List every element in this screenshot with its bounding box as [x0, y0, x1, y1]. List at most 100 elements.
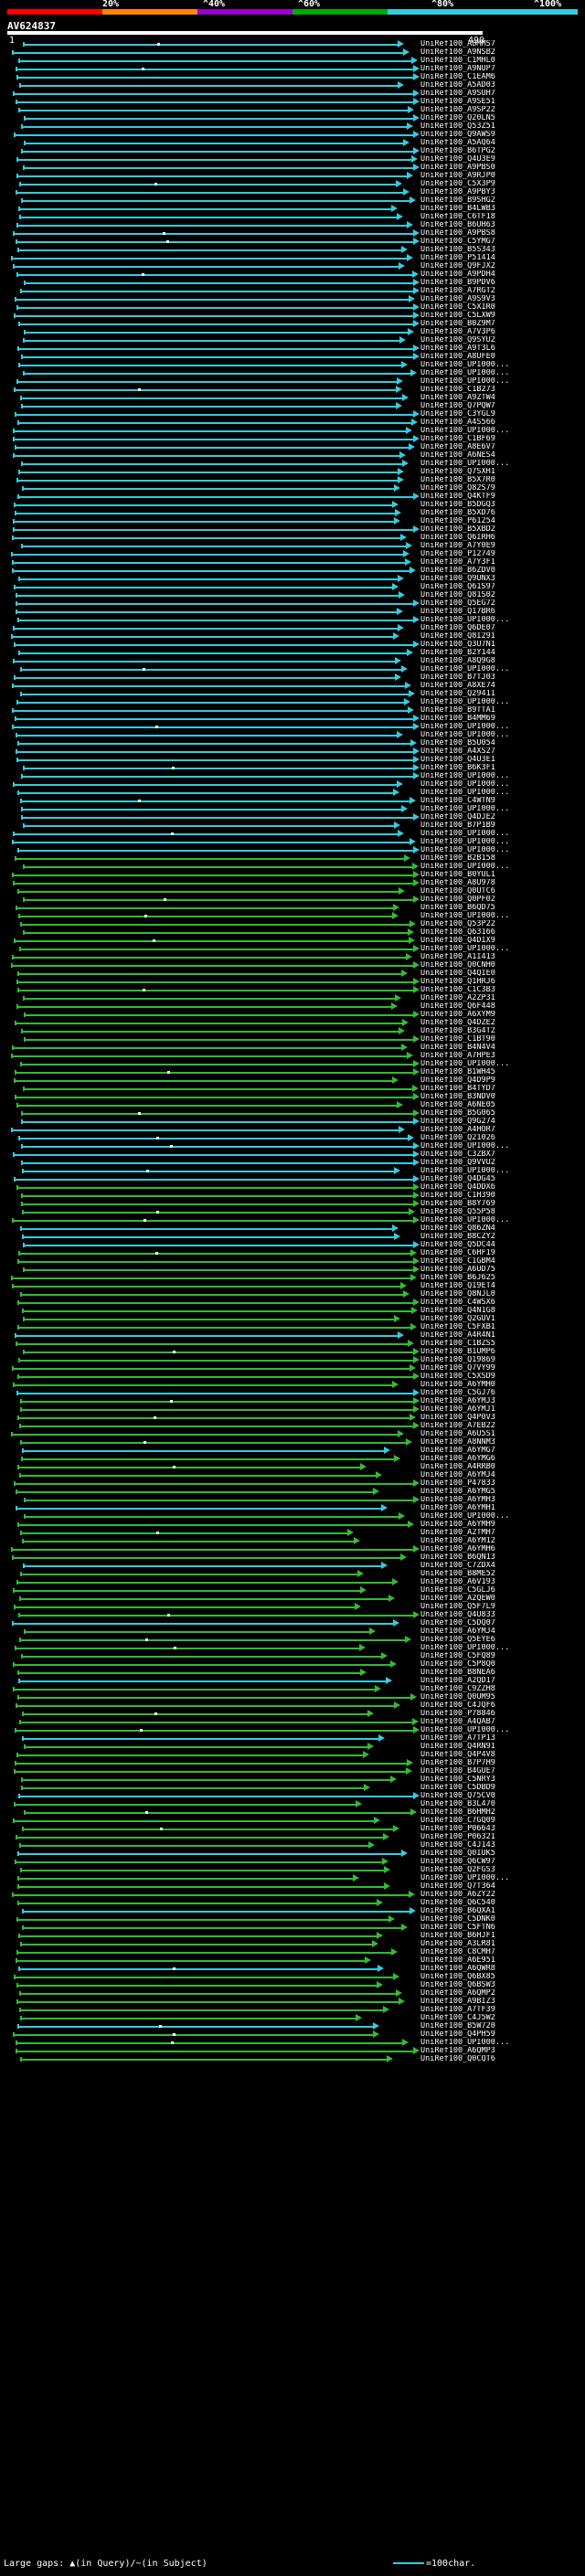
- hit-row[interactable]: UniRef100_A6YMJ4: [0, 1627, 585, 1636]
- hit-row[interactable]: UniRef100_C5DNK0: [0, 1915, 585, 1924]
- hit-label[interactable]: UniRef100_A7TF39: [420, 2006, 495, 2014]
- hit-label[interactable]: UniRef100_A4S566: [420, 419, 495, 427]
- hit-row[interactable]: UniRef100_Q6C540: [0, 1899, 585, 1907]
- hit-row[interactable]: UniRef100_Q9G274: [0, 1118, 585, 1126]
- hit-label[interactable]: UniRef100_Q4PH59: [420, 2030, 495, 2039]
- hit-label[interactable]: UniRef100_B8NEA6: [420, 1669, 495, 1677]
- hit-label[interactable]: UniRef100_Q5EYE6: [420, 1636, 495, 1644]
- hit-row[interactable]: UniRef100_A6YMH1: [0, 1504, 585, 1512]
- hit-label[interactable]: UniRef100_B7TJ03: [420, 673, 495, 682]
- hit-label[interactable]: UniRef100_B9PDV6: [420, 279, 495, 287]
- hit-row[interactable]: UniRef100_A7RGT2: [0, 287, 585, 295]
- hit-row[interactable]: UniRef100_P78846: [0, 1710, 585, 1718]
- hit-row[interactable]: UniRef100_B6TPG2: [0, 147, 585, 155]
- hit-row[interactable]: UniRef100_UPI000...: [0, 1874, 585, 1882]
- hit-row[interactable]: UniRef100_A9BIZ3: [0, 1998, 585, 2006]
- hit-row[interactable]: UniRef100_Q21026: [0, 1134, 585, 1142]
- hit-row[interactable]: UniRef100_Q6BX85: [0, 1973, 585, 1981]
- hit-row[interactable]: UniRef100_C5NRY3: [0, 1776, 585, 1784]
- hit-row[interactable]: UniRef100_C5FXB1: [0, 1323, 585, 1331]
- hit-row[interactable]: UniRef100_B3G4T2: [0, 1027, 585, 1035]
- hit-label[interactable]: UniRef100_A7RGT2: [420, 287, 495, 295]
- hit-label[interactable]: UniRef100_UPI000...: [420, 805, 510, 813]
- hit-row[interactable]: UniRef100_B6K3F1: [0, 764, 585, 772]
- hit-row[interactable]: UniRef100_Q4RN91: [0, 1743, 585, 1751]
- hit-label[interactable]: UniRef100_UPI000...: [420, 665, 510, 673]
- hit-label[interactable]: UniRef100_Q61S97: [420, 583, 495, 591]
- hit-label[interactable]: UniRef100_B8Y769: [420, 1200, 495, 1208]
- hit-label[interactable]: UniRef100_C5LXW9: [420, 312, 495, 320]
- hit-row[interactable]: UniRef100_UPI000...: [0, 805, 585, 813]
- hit-row[interactable]: UniRef100_C1EAM6: [0, 73, 585, 81]
- hit-row[interactable]: UniRef100_Q8NJL0: [0, 1290, 585, 1299]
- hit-row[interactable]: UniRef100_Q29411: [0, 690, 585, 698]
- hit-label[interactable]: UniRef100_B6QN13: [420, 1553, 495, 1562]
- hit-row[interactable]: UniRef100_UPI000...: [0, 1216, 585, 1224]
- hit-label[interactable]: UniRef100_Q4U833: [420, 1611, 495, 1619]
- hit-label[interactable]: UniRef100_C5XIR0: [420, 303, 495, 312]
- hit-row[interactable]: UniRef100_A5AD03: [0, 81, 585, 90]
- hit-row[interactable]: UniRef100_C1MHL0: [0, 57, 585, 65]
- hit-row[interactable]: UniRef100_A9PBS8: [0, 229, 585, 238]
- hit-row[interactable]: UniRef100_C1B273: [0, 386, 585, 394]
- hit-row[interactable]: UniRef100_Q55P58: [0, 1208, 585, 1216]
- hit-label[interactable]: UniRef100_C3YGL9: [420, 410, 495, 419]
- hit-row[interactable]: UniRef100_A4RRB0: [0, 1463, 585, 1471]
- hit-row[interactable]: UniRef100_Q4DJE2: [0, 813, 585, 822]
- hit-label[interactable]: UniRef100_A9T3L6: [420, 345, 495, 353]
- hit-row[interactable]: UniRef100_UPI000...: [0, 460, 585, 468]
- hit-row[interactable]: UniRef100_Q6BSW3: [0, 1981, 585, 1989]
- hit-label[interactable]: UniRef100_Q4P4V8: [420, 1751, 495, 1759]
- hit-label[interactable]: UniRef100_Q4DG45: [420, 1175, 495, 1183]
- hit-label[interactable]: UniRef100_B6K3F1: [420, 764, 495, 772]
- hit-label[interactable]: UniRef100_UPI000...: [420, 427, 510, 435]
- hit-label[interactable]: UniRef100_B6HMH2: [420, 1808, 495, 1817]
- hit-row[interactable]: UniRef100_Q19ET4: [0, 1282, 585, 1290]
- hit-row[interactable]: UniRef100_C5X3P9: [0, 180, 585, 188]
- hit-row[interactable]: UniRef100_UPI000...: [0, 838, 585, 846]
- hit-row[interactable]: UniRef100_B8Y769: [0, 1200, 585, 1208]
- hit-label[interactable]: UniRef100_A8NNM3: [420, 1438, 495, 1447]
- hit-label[interactable]: UniRef100_C5FTN6: [420, 1924, 495, 1932]
- hit-row[interactable]: UniRef100_A8E6V7: [0, 443, 585, 451]
- hit-row[interactable]: UniRef100_A2QD17: [0, 1677, 585, 1685]
- hit-label[interactable]: UniRef100_C7ZDX4: [420, 1562, 495, 1570]
- hit-label[interactable]: UniRef100_Q0UM95: [420, 1693, 495, 1701]
- hit-row[interactable]: UniRef100_P47833: [0, 1479, 585, 1488]
- hit-label[interactable]: UniRef100_C5GJ76: [420, 1389, 495, 1397]
- hit-row[interactable]: UniRef100_A6E951: [0, 1956, 585, 1965]
- hit-label[interactable]: UniRef100_B6TPG2: [420, 147, 495, 155]
- hit-row[interactable]: UniRef100_A6QMP2: [0, 1989, 585, 1998]
- hit-row[interactable]: UniRef100_C4J143: [0, 1841, 585, 1850]
- hit-label[interactable]: UniRef100_UPI000...: [420, 789, 510, 797]
- hit-label[interactable]: UniRef100_Q2GUV1: [420, 1315, 495, 1323]
- hit-row[interactable]: UniRef100_Q9UNX3: [0, 575, 585, 583]
- hit-row[interactable]: UniRef100_A4QAB7: [0, 1718, 585, 1726]
- hit-row[interactable]: UniRef100_B5XD76: [0, 509, 585, 517]
- hit-label[interactable]: UniRef100_A6NES4: [420, 451, 495, 460]
- hit-label[interactable]: UniRef100_UPI000...: [420, 1167, 510, 1175]
- hit-row[interactable]: UniRef100_Q20LN5: [0, 114, 585, 122]
- hit-label[interactable]: UniRef100_Q81S02: [420, 591, 495, 599]
- hit-row[interactable]: UniRef100_B7TJ03: [0, 673, 585, 682]
- hit-row[interactable]: UniRef100_C4J5W2: [0, 2014, 585, 2022]
- hit-row[interactable]: UniRef100_UPI000...: [0, 863, 585, 871]
- hit-row[interactable]: UniRef100_C3YGL9: [0, 410, 585, 419]
- hit-row[interactable]: UniRef100_P12749: [0, 550, 585, 558]
- hit-row[interactable]: UniRef100_A9SP22: [0, 106, 585, 114]
- hit-label[interactable]: UniRef100_Q9G274: [420, 1118, 495, 1126]
- hit-label[interactable]: UniRef100_Q4QIE0: [420, 970, 495, 978]
- hit-row[interactable]: UniRef100_A7Y3F1: [0, 558, 585, 567]
- hit-label[interactable]: UniRef100_A4RRB0: [420, 1463, 495, 1471]
- hit-row[interactable]: UniRef100_UPI000...: [0, 1142, 585, 1150]
- hit-label[interactable]: UniRef100_A8Q9G8: [420, 657, 495, 665]
- hit-label[interactable]: UniRef100_B6QXA1: [420, 1907, 495, 1915]
- hit-row[interactable]: UniRef100_C5GJ76: [0, 1389, 585, 1397]
- hit-label[interactable]: UniRef100_Q7PQW7: [420, 402, 495, 410]
- hit-row[interactable]: UniRef100_UPI000...: [0, 912, 585, 920]
- hit-label[interactable]: UniRef100_A7V3P6: [420, 328, 495, 336]
- hit-label[interactable]: UniRef100_C1EAM6: [420, 73, 495, 81]
- hit-label[interactable]: UniRef100_Q75CV0: [420, 1792, 495, 1800]
- hit-row[interactable]: UniRef100_Q63166: [0, 928, 585, 937]
- hit-label[interactable]: UniRef100_UPI000...: [420, 1216, 510, 1224]
